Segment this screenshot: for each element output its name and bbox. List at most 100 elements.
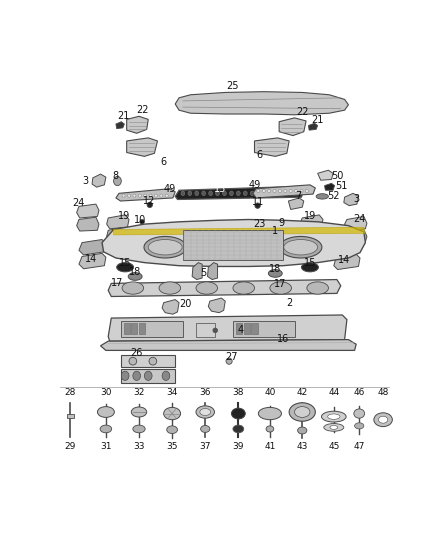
Polygon shape: [300, 227, 323, 241]
Ellipse shape: [131, 407, 147, 417]
Ellipse shape: [196, 282, 218, 294]
Polygon shape: [127, 116, 148, 133]
Text: 13: 13: [214, 184, 226, 193]
Text: 18: 18: [129, 267, 141, 277]
Polygon shape: [108, 315, 347, 341]
Ellipse shape: [233, 282, 254, 294]
Text: 22: 22: [296, 108, 308, 117]
Polygon shape: [254, 138, 289, 156]
Polygon shape: [79, 239, 106, 255]
Ellipse shape: [250, 191, 254, 196]
Ellipse shape: [328, 414, 340, 419]
Polygon shape: [345, 230, 367, 243]
Polygon shape: [325, 183, 335, 190]
Ellipse shape: [167, 426, 177, 433]
Ellipse shape: [200, 408, 211, 415]
Polygon shape: [344, 193, 358, 206]
Bar: [67, 414, 74, 418]
Ellipse shape: [133, 371, 141, 381]
Bar: [244, 324, 250, 334]
Text: 24: 24: [72, 198, 85, 208]
Text: 20: 20: [179, 299, 191, 309]
Text: 35: 35: [166, 442, 178, 451]
Polygon shape: [162, 300, 179, 314]
Ellipse shape: [113, 176, 121, 185]
Ellipse shape: [289, 403, 315, 421]
Text: 26: 26: [131, 349, 143, 359]
Text: 18: 18: [269, 264, 282, 274]
Text: 42: 42: [297, 388, 308, 397]
Bar: [236, 324, 242, 334]
Ellipse shape: [298, 427, 307, 434]
Ellipse shape: [330, 425, 338, 429]
Bar: [124, 324, 130, 334]
Ellipse shape: [213, 328, 218, 333]
Ellipse shape: [149, 194, 152, 197]
Text: 19: 19: [304, 212, 316, 221]
Polygon shape: [318, 170, 333, 180]
Text: 10: 10: [134, 215, 147, 225]
Ellipse shape: [164, 407, 180, 419]
Text: 23: 23: [253, 219, 265, 229]
Text: 17: 17: [274, 279, 286, 289]
Text: 8: 8: [113, 171, 119, 181]
Polygon shape: [100, 340, 356, 350]
Bar: [233, 321, 294, 336]
Ellipse shape: [244, 191, 247, 196]
Text: 19: 19: [118, 211, 131, 221]
Polygon shape: [279, 118, 306, 135]
Ellipse shape: [279, 237, 322, 258]
Polygon shape: [107, 215, 129, 229]
Polygon shape: [116, 189, 175, 201]
Ellipse shape: [196, 406, 215, 418]
Text: 25: 25: [227, 80, 239, 91]
Text: 17: 17: [111, 278, 124, 288]
Polygon shape: [334, 240, 360, 256]
Text: 37: 37: [199, 442, 211, 451]
Polygon shape: [192, 263, 202, 280]
Bar: [131, 324, 138, 334]
Ellipse shape: [237, 191, 240, 196]
Ellipse shape: [231, 408, 245, 419]
Text: 21: 21: [311, 115, 324, 125]
Text: 41: 41: [264, 442, 276, 451]
Ellipse shape: [354, 409, 364, 418]
Ellipse shape: [278, 191, 282, 196]
Bar: [121, 369, 175, 383]
Ellipse shape: [230, 191, 233, 196]
Ellipse shape: [148, 239, 182, 255]
Text: 27: 27: [225, 352, 238, 361]
Bar: [139, 324, 145, 334]
Text: 24: 24: [353, 214, 365, 224]
Ellipse shape: [181, 191, 185, 196]
Ellipse shape: [271, 191, 275, 196]
Polygon shape: [107, 227, 129, 241]
Bar: [196, 322, 215, 336]
Ellipse shape: [165, 194, 168, 197]
Text: 1: 1: [272, 226, 279, 236]
Ellipse shape: [316, 193, 328, 199]
Ellipse shape: [294, 189, 298, 192]
Ellipse shape: [294, 407, 310, 417]
Ellipse shape: [145, 371, 152, 381]
Ellipse shape: [355, 423, 364, 429]
Polygon shape: [79, 253, 106, 269]
Ellipse shape: [289, 189, 292, 192]
Text: 50: 50: [332, 172, 344, 181]
Text: 2: 2: [286, 297, 292, 308]
Polygon shape: [127, 138, 158, 156]
Ellipse shape: [122, 282, 144, 294]
Text: 29: 29: [65, 442, 76, 451]
Text: 48: 48: [378, 388, 389, 397]
Ellipse shape: [258, 407, 282, 419]
Text: 31: 31: [100, 442, 112, 451]
Ellipse shape: [149, 357, 157, 365]
Polygon shape: [92, 174, 106, 187]
Ellipse shape: [223, 191, 226, 196]
Text: 14: 14: [85, 254, 97, 264]
Ellipse shape: [378, 416, 388, 423]
Text: 49: 49: [248, 180, 261, 190]
Text: 6: 6: [257, 150, 263, 160]
Ellipse shape: [374, 413, 392, 426]
Ellipse shape: [195, 191, 199, 196]
